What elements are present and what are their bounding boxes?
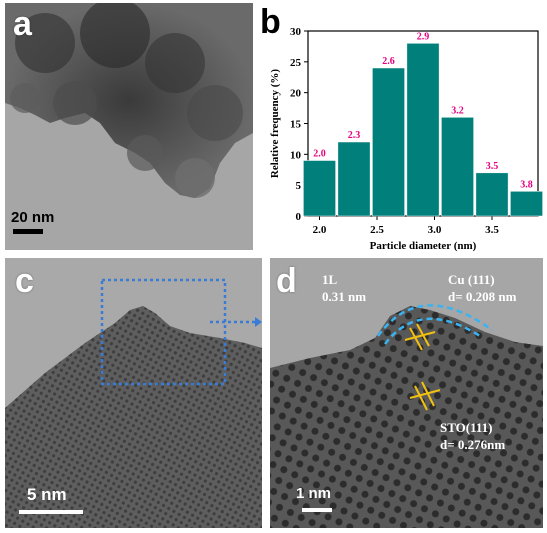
y-axis-label: Relative frequency (%) <box>269 69 281 178</box>
x-axis-label: Particle diameter (nm) <box>370 240 477 252</box>
panel-b-histogram: 0 5 10 15 20 25 30 2.0 2.5 3.0 3.5 2.0 2.3 2.6 2.9 3.2 3… <box>258 3 546 253</box>
hrtem-image-c <box>5 258 262 528</box>
y-tick-label: 0 <box>296 211 302 223</box>
panel-letter-d: d <box>276 262 297 300</box>
histogram-bar <box>372 67 405 217</box>
panel-d-hrtem-zoom: d 1L 0.31 nm Cu (111) d= 0.208 nm STO(11… <box>270 258 543 528</box>
annot-cu-spacing: d= 0.208 nm <box>448 288 517 304</box>
annot-cu-label: Cu (111) d= 0.208 nm <box>448 272 516 306</box>
y-tick-label: 15 <box>290 119 302 131</box>
histogram-bar <box>510 191 543 217</box>
histogram-bar <box>337 141 371 217</box>
histogram-chart: 0 5 10 15 20 25 30 2.0 2.5 3.0 3.5 2.0 2.3 2.6 2.9 3.2 3… <box>269 26 543 252</box>
bar-data-label: 3.8 <box>520 179 533 190</box>
scale-bar-d <box>302 508 332 512</box>
scale-bar-c <box>19 510 83 514</box>
scale-bar-label-a: 20 nm <box>11 209 55 226</box>
histogram-bar <box>406 43 440 217</box>
histogram-bar <box>303 160 336 217</box>
dashed-arc-inner <box>384 317 481 345</box>
bar-data-label: 2.0 <box>313 149 326 160</box>
histogram-bar <box>441 117 474 217</box>
panel-letter-b: b <box>260 3 281 41</box>
panel-letter-a: a <box>13 5 32 43</box>
panel-a-tem-image: a 20 nm <box>5 3 253 250</box>
y-tick-label: 5 <box>296 180 302 192</box>
sto-lattice-marks <box>409 381 441 411</box>
y-tick-label: 20 <box>290 88 302 100</box>
y-tick-label: 10 <box>290 149 302 161</box>
annot-sto-label: STO(111) d= 0.276nm <box>440 420 505 454</box>
hrtem-image-d <box>270 258 543 528</box>
bar-data-label: 3.2 <box>451 105 464 116</box>
zoom-region-box <box>100 278 227 386</box>
chart-text: 0 5 10 15 20 25 30 2.0 2.5 3.0 3.5 2.0 2.3 2.6 2.9 3.2 3… <box>269 26 533 252</box>
bar-data-label: 2.9 <box>417 31 430 42</box>
zoom-arrow-head <box>255 317 262 327</box>
annot-sto-spacing: d= 0.276nm <box>440 436 506 452</box>
annot-layer-spacing: 0.31 nm <box>322 288 367 304</box>
histogram-bar <box>475 172 509 217</box>
chart-bars <box>303 43 543 217</box>
dashed-arc-outer <box>376 304 493 337</box>
x-tick-label: 3.5 <box>485 224 499 236</box>
x-tick-label: 3.0 <box>428 224 442 236</box>
scale-bar-label-c: 5 nm <box>27 485 67 504</box>
x-tick-label: 2.0 <box>313 224 327 236</box>
annot-layer-name: 1L <box>322 272 338 287</box>
cu-lattice-marks <box>404 323 436 351</box>
tem-image-a <box>5 3 253 250</box>
annot-sto-plane: STO(111) <box>440 420 493 435</box>
bar-data-label: 2.3 <box>348 130 361 141</box>
scale-bar-a <box>13 229 43 234</box>
scale-bar-label-d: 1 nm <box>296 485 332 502</box>
y-tick-label: 30 <box>290 26 302 38</box>
y-tick-label: 25 <box>290 57 302 69</box>
bar-data-label: 3.5 <box>486 161 499 172</box>
x-tick-label: 2.5 <box>370 224 384 236</box>
panel-c-hrtem-image: c 5 nm <box>5 258 262 528</box>
panel-letter-c: c <box>15 262 34 300</box>
bar-data-label: 2.6 <box>382 56 395 67</box>
annot-cu-plane: Cu (111) <box>448 272 495 287</box>
annot-layer-label: 1L 0.31 nm <box>322 272 366 306</box>
